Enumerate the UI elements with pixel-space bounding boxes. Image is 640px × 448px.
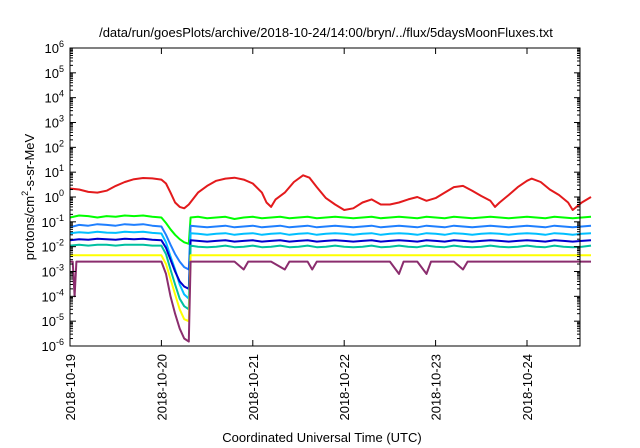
y-tick-label: 104 [45,89,64,106]
series-line-7 [70,254,591,323]
y-tick-label: 101 [45,163,64,180]
x-axis-title: Coordinated Universal Time (UTC) [222,430,421,445]
series-layer [69,174,592,343]
x-tick-label: 2018-10-23 [429,354,444,421]
y-axis-title-pre: protons/cm [22,196,37,260]
x-tick-label: 2018-10-22 [337,354,352,421]
y-tick-label: 106 [45,39,64,56]
x-tick-label: 2018-10-19 [63,354,78,421]
x-tick-label: 2018-10-24 [520,354,535,421]
y-axis-title-post: -s-sr-MeV [22,133,37,190]
series-line-2 [69,214,592,245]
plot-area [69,47,592,347]
y-axis-title-sup: 2 [20,191,30,196]
y-tick-label: 100 [45,188,64,205]
series-line-4 [69,230,592,300]
x-axis: 2018-10-19 2018-10-20 2018-10-21 2018-10-22… [63,48,535,421]
series-line-5 [69,237,592,290]
y-tick-label: 10-5 [42,312,64,329]
series-line-1 [69,174,592,211]
y-tick-label: 10-6 [42,337,64,354]
y-tick-label: 10-4 [42,287,64,304]
y-tick-label: 102 [45,138,64,155]
chart-title: /data/run/goesPlots/archive/2018-10-24/1… [99,25,553,40]
series-line-8 [70,260,591,343]
x-tick-label: 2018-10-21 [246,354,261,421]
y-tick-label: 103 [45,114,64,131]
y-axis: 106 105 104 103 102 101 100 10-1 10-2 10-3 10-4 10-… [42,39,580,354]
series-line-6 [69,243,592,311]
y-tick-label: 105 [45,64,64,81]
x-tick-label: 2018-10-20 [154,354,169,421]
y-tick-label: 10-3 [42,263,64,280]
y-tick-label: 10-1 [42,213,64,230]
series-line-3 [69,223,592,271]
y-tick-label: 10-2 [42,238,64,255]
y-axis-title: protons/cm2-s-sr-MeV [20,133,37,260]
